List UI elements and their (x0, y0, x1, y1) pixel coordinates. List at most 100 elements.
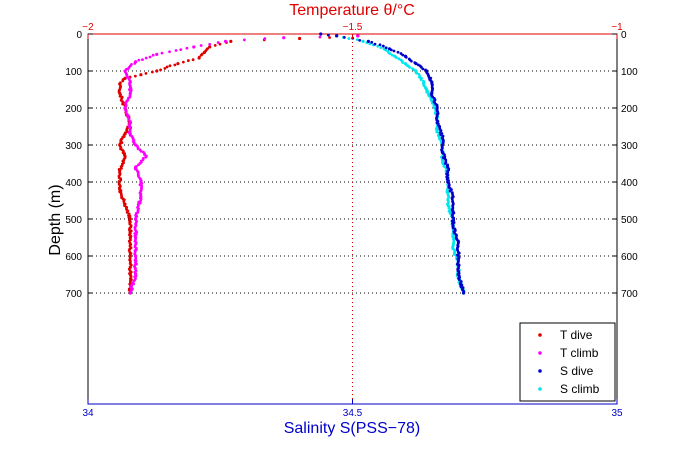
legend-box (519, 322, 616, 402)
legend-label: S climb (560, 382, 600, 396)
data-sample (355, 38, 359, 42)
data-sample (179, 48, 183, 51)
data-point (356, 34, 360, 38)
data-sample (376, 44, 380, 48)
data-sample (119, 81, 122, 85)
legend-marker (538, 369, 542, 373)
data-sample (342, 36, 346, 39)
series-t-climb (123, 34, 360, 295)
data-sample (421, 67, 425, 71)
legend-label: S dive (560, 364, 594, 378)
data-sample (163, 67, 167, 70)
data-sample (397, 57, 401, 61)
data-sample (242, 38, 246, 42)
data-sample (429, 79, 433, 83)
y-tick-label-right: 100 (621, 67, 638, 78)
data-point (192, 45, 196, 49)
data-point (155, 69, 159, 73)
data-sample (419, 78, 423, 82)
data-point (366, 39, 370, 44)
data-point (155, 52, 159, 56)
data-sample (128, 79, 132, 83)
data-sample (396, 50, 400, 54)
data-sample (121, 102, 125, 106)
grid-lines (88, 34, 617, 404)
data-sample (392, 49, 396, 53)
data-sample (384, 46, 388, 50)
data-sample (368, 42, 372, 46)
y-tick-label-left: 100 (65, 67, 82, 78)
data-point (223, 39, 228, 44)
data-sample (132, 282, 136, 286)
data-sample (429, 97, 433, 101)
data-sample (208, 42, 212, 46)
data-sample (173, 63, 177, 67)
data-sample (129, 234, 133, 238)
data-sample (443, 153, 446, 157)
data-sample (139, 179, 143, 183)
data-sample (326, 33, 330, 37)
data-sample (462, 290, 466, 293)
x-axis-label: Salinity S(PSS−78) (284, 420, 421, 437)
data-sample (139, 149, 143, 153)
data-sample (121, 79, 125, 83)
y-axis-label: Depth (m) (47, 184, 64, 255)
data-point (229, 39, 233, 44)
data-sample (133, 74, 137, 78)
data-sample (430, 90, 434, 94)
data-sample (409, 59, 413, 63)
legend-label: T climb (560, 346, 599, 360)
data-sample (457, 271, 461, 275)
data-sample (141, 158, 145, 162)
data-sample (435, 130, 439, 134)
data-sample (455, 238, 459, 241)
data-sample (389, 48, 393, 52)
data-point (208, 45, 212, 49)
legend-label: T dive (560, 328, 593, 342)
series-s-dive (319, 32, 466, 295)
data-sample (141, 58, 144, 62)
legend-marker (538, 387, 542, 391)
y-tick-label-left: 300 (65, 141, 82, 152)
data-sample (216, 41, 220, 44)
data-sample (124, 131, 127, 135)
data-sample (197, 55, 201, 59)
data-sample (159, 68, 162, 72)
y-tick-label-right: 500 (621, 215, 638, 226)
data-sample (127, 131, 131, 135)
data-sample (143, 153, 146, 157)
y-tick-label-left: 500 (65, 215, 82, 226)
data-sample (390, 53, 394, 57)
data-sample (444, 162, 447, 165)
data-sample (134, 216, 138, 219)
data-sample (457, 278, 461, 282)
data-sample (118, 142, 122, 146)
data-sample (199, 44, 203, 47)
data-sample (139, 193, 142, 197)
data-sample (134, 272, 138, 275)
data-sample (144, 155, 148, 159)
data-sample (144, 56, 148, 60)
data-sample (137, 163, 140, 167)
data-sample (138, 201, 142, 205)
data-sample (456, 253, 459, 257)
data-sample (358, 38, 362, 42)
y-tick-label-left: 400 (65, 178, 82, 189)
legend-marker (538, 351, 542, 355)
data-point (176, 62, 180, 66)
data-sample (451, 223, 455, 227)
data-sample (452, 216, 456, 220)
data-sample (135, 164, 138, 168)
data-sample (168, 50, 171, 54)
data-sample (148, 55, 152, 59)
series-layer (117, 32, 466, 295)
data-point (319, 32, 323, 36)
data-sample (127, 215, 131, 219)
data-sample (436, 119, 440, 123)
data-sample (129, 90, 132, 94)
data-sample (122, 153, 126, 157)
y-tick-label-left: 200 (65, 104, 82, 115)
data-sample (378, 43, 382, 47)
data-sample (165, 65, 169, 69)
